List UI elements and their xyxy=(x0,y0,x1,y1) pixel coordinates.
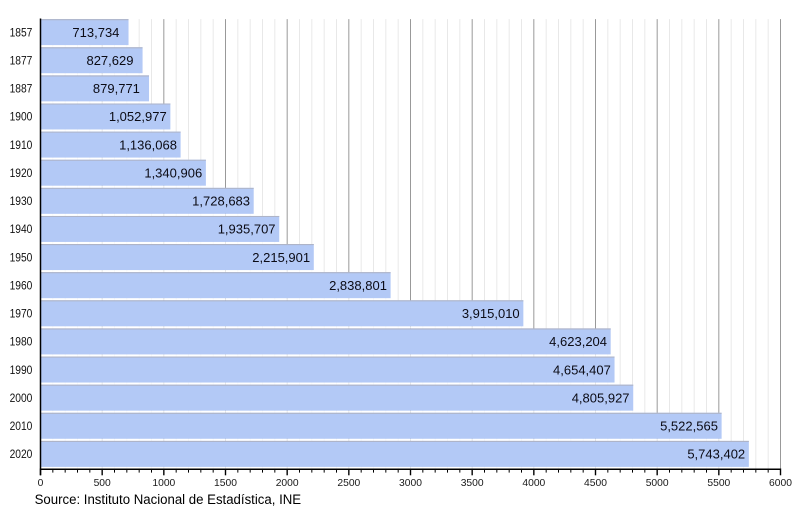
svg-text:1000: 1000 xyxy=(152,478,175,489)
svg-text:Source: Instituto Nacional de: Source: Instituto Nacional de Estadístic… xyxy=(35,492,302,508)
svg-text:1,052,977: 1,052,977 xyxy=(109,109,167,124)
svg-text:3,915,010: 3,915,010 xyxy=(462,306,520,321)
svg-text:3000: 3000 xyxy=(399,478,422,489)
svg-text:5000: 5000 xyxy=(646,478,669,489)
svg-text:4,654,407: 4,654,407 xyxy=(553,362,611,377)
svg-text:827,629: 827,629 xyxy=(86,53,133,68)
svg-text:3500: 3500 xyxy=(461,478,484,489)
svg-text:4,623,204: 4,623,204 xyxy=(549,334,607,349)
svg-text:1970: 1970 xyxy=(10,309,33,321)
svg-text:1900: 1900 xyxy=(10,112,33,124)
svg-text:1920: 1920 xyxy=(10,168,33,180)
svg-text:1877: 1877 xyxy=(10,55,33,67)
svg-text:5500: 5500 xyxy=(707,478,730,489)
svg-text:1950: 1950 xyxy=(10,252,33,264)
svg-text:1,340,906: 1,340,906 xyxy=(144,165,202,180)
svg-text:1,935,707: 1,935,707 xyxy=(218,222,276,237)
svg-text:1990: 1990 xyxy=(10,365,33,377)
svg-text:5,522,565: 5,522,565 xyxy=(660,419,718,434)
svg-text:1,136,068: 1,136,068 xyxy=(119,137,177,152)
svg-text:2010: 2010 xyxy=(10,421,33,433)
svg-text:5,743,402: 5,743,402 xyxy=(687,447,745,462)
svg-text:1930: 1930 xyxy=(10,196,33,208)
svg-text:713,734: 713,734 xyxy=(72,25,119,40)
svg-text:1887: 1887 xyxy=(10,84,33,96)
svg-text:2020: 2020 xyxy=(10,449,33,461)
svg-text:1910: 1910 xyxy=(10,140,33,152)
svg-text:4500: 4500 xyxy=(584,478,607,489)
svg-text:879,771: 879,771 xyxy=(93,81,140,96)
svg-text:500: 500 xyxy=(94,478,111,489)
svg-text:1,728,683: 1,728,683 xyxy=(192,194,250,209)
svg-text:0: 0 xyxy=(38,478,44,489)
svg-text:1940: 1940 xyxy=(10,224,33,236)
svg-text:4000: 4000 xyxy=(522,478,545,489)
svg-text:2000: 2000 xyxy=(10,393,33,405)
svg-text:4,805,927: 4,805,927 xyxy=(572,390,630,405)
svg-text:2500: 2500 xyxy=(337,478,360,489)
svg-text:1857: 1857 xyxy=(10,27,33,39)
svg-text:6000: 6000 xyxy=(769,478,792,489)
svg-text:2,838,801: 2,838,801 xyxy=(329,278,387,293)
svg-text:1980: 1980 xyxy=(10,337,33,349)
svg-text:1500: 1500 xyxy=(214,478,237,489)
svg-text:2000: 2000 xyxy=(276,478,299,489)
svg-text:1960: 1960 xyxy=(10,280,33,292)
svg-text:2,215,901: 2,215,901 xyxy=(252,250,310,265)
